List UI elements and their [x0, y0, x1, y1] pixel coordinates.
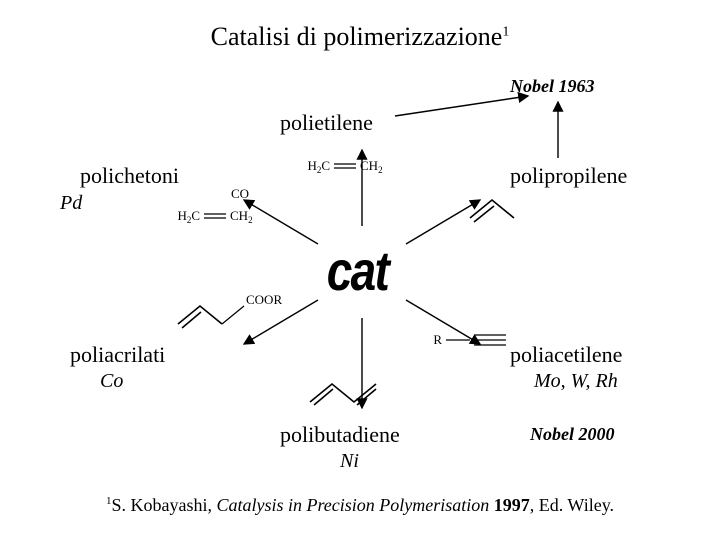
- center-cat: cat: [327, 238, 388, 303]
- monomer-acrylate: [178, 306, 244, 328]
- label-polibutadiene: polibutadiene: [280, 422, 400, 448]
- title-text: Catalisi di polimerizzazione: [211, 22, 503, 51]
- svg-text:CO: CO: [231, 186, 249, 201]
- svg-text:R: R: [433, 332, 442, 347]
- catalyst-ni: Ni: [340, 450, 359, 473]
- monomer-propene: [470, 200, 514, 222]
- monomer-alkyne: R: [433, 332, 506, 347]
- footnote-author: S. Kobayashi,: [111, 495, 216, 515]
- label-polichetoni: polichetoni: [80, 163, 179, 189]
- page-title: Catalisi di polimerizzazione1: [0, 22, 720, 52]
- svg-text:CH2: CH2: [360, 158, 383, 175]
- catalyst-mo-w-rh: Mo, W, Rh: [534, 370, 618, 393]
- footnote-tail: , Ed. Wiley.: [530, 495, 614, 515]
- footnote-year: 1997: [494, 495, 530, 515]
- svg-text:H2C: H2C: [177, 208, 200, 225]
- footnote: 1S. Kobayashi, Catalysis in Precision Po…: [0, 495, 720, 516]
- label-poliacetilene: poliacetilene: [510, 342, 622, 368]
- monomer-ethene: H2C CH2: [307, 158, 382, 175]
- monomer-butadiene: [310, 384, 376, 405]
- svg-text:CH2: CH2: [230, 208, 253, 225]
- footnote-title: Catalysis in Precision Polymerisation: [216, 495, 493, 515]
- catalyst-co: Co: [100, 370, 123, 393]
- title-sup: 1: [502, 24, 509, 39]
- acrylate-label: COOR: [246, 292, 282, 307]
- nobel-arrows: [395, 96, 558, 158]
- nobel-1963: Nobel 1963: [510, 76, 595, 97]
- nobel-2000: Nobel 2000: [530, 424, 615, 445]
- catalyst-pd: Pd: [60, 192, 82, 215]
- label-poliacrilati: poliacrilati: [70, 342, 165, 368]
- svg-text:H2C: H2C: [307, 158, 330, 175]
- monomer-co-ethene: CO H2C CH2: [177, 186, 252, 225]
- label-polipropilene: polipropilene: [510, 163, 627, 189]
- label-polietilene: polietilene: [280, 110, 373, 136]
